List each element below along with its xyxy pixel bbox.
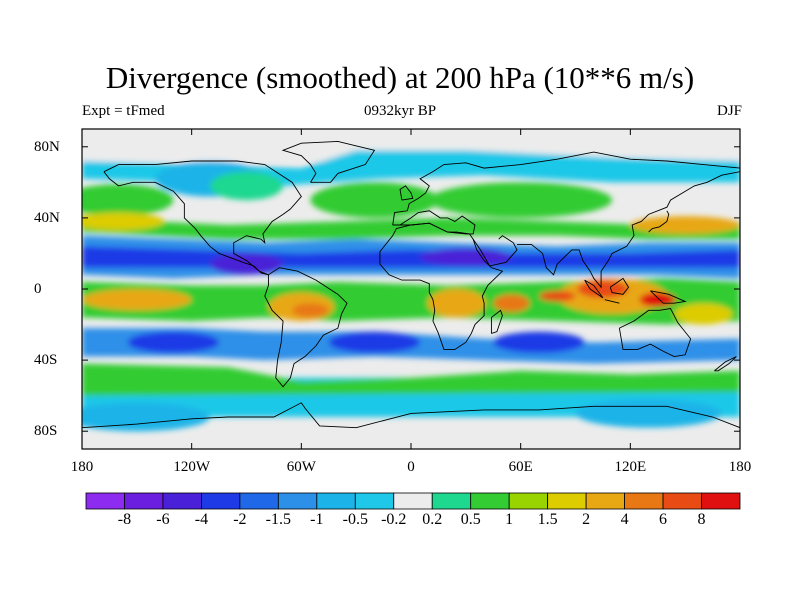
colorbar-swatch	[354, 492, 395, 510]
colorbar-label: 1.5	[537, 511, 558, 528]
experiment-label: Expt = tFmed	[82, 103, 165, 119]
north-pacific-yellow	[82, 212, 165, 231]
eurasia-north-coast	[392, 151, 740, 226]
amazon-core	[292, 303, 329, 318]
lon-label: 120W	[173, 459, 210, 475]
lon-label: 60W	[286, 459, 316, 475]
south-indian-deep-blue	[493, 331, 585, 354]
colorbar-label: -2	[233, 511, 247, 528]
borneo-coast	[609, 277, 630, 295]
java-coast	[604, 299, 620, 304]
south-america-coast	[264, 267, 348, 388]
colorbar-label: -0.5	[342, 511, 368, 528]
colorbar-label: 8	[697, 511, 706, 528]
colorbar-label: 0.5	[460, 511, 481, 528]
colorbar-label: 2	[582, 511, 591, 528]
north-america-coast	[103, 160, 302, 276]
new-guinea-coast	[650, 290, 687, 304]
south-pacific-deep-blue	[127, 331, 220, 354]
colorbar-label: -0.2	[381, 511, 407, 528]
eurasia-green	[429, 182, 613, 218]
lat-label: 80N	[34, 138, 60, 155]
north-jet-green	[82, 214, 740, 240]
north-atlantic-green	[310, 182, 439, 218]
colorbar-swatch	[624, 492, 664, 510]
colorbar-swatch	[316, 492, 356, 510]
japan-coast	[648, 210, 670, 233]
lon-label: 180	[728, 459, 752, 475]
plot-title: Divergence (smoothed) at 200 hPa (10**6 …	[105, 60, 695, 95]
colorbar-swatch	[508, 492, 549, 510]
coastlines	[82, 140, 740, 429]
colorbar-label: -1.5	[265, 511, 291, 528]
britain-coast	[399, 185, 414, 201]
south-atlantic-deep-blue	[328, 331, 421, 354]
colorbar-swatch	[431, 492, 472, 510]
central-america-purple	[209, 253, 284, 275]
season-label: DJF	[716, 103, 742, 119]
colorbar-label: 1	[505, 511, 514, 528]
colorbar-swatch	[585, 492, 625, 510]
greenland-coast	[281, 140, 376, 183]
colorbar-swatch	[701, 492, 741, 510]
colorbar-swatch	[662, 492, 702, 510]
antarctica-coast	[82, 402, 740, 429]
colorbar-label: 6	[659, 511, 668, 528]
colorbar-swatch	[201, 492, 241, 510]
field-layer	[82, 129, 740, 449]
colorbar-label: 4	[620, 511, 629, 528]
colorbar-swatch	[124, 492, 164, 510]
colorbar-swatch	[239, 492, 279, 510]
hudson-green	[209, 171, 284, 201]
africa-coast	[379, 222, 504, 350]
southern-green-belt	[82, 363, 740, 396]
indian-ocean-red	[538, 290, 576, 302]
colorbar-swatch	[547, 492, 587, 510]
south-pacific-blue	[82, 402, 210, 432]
lon-label: 60E	[508, 459, 533, 475]
indian-ocean-west	[493, 294, 530, 313]
lat-label: 0	[34, 281, 42, 297]
congo-orange	[427, 289, 486, 318]
arctic-gray	[82, 129, 740, 161]
colorbar-swatch	[277, 492, 318, 510]
west-pacific-orange	[630, 216, 740, 234]
sumatra-coast	[584, 279, 604, 299]
time-label: 0932kyr BP	[363, 103, 437, 119]
australia-coast	[618, 308, 692, 358]
south-asia-coast	[517, 171, 740, 289]
lon-label: 0	[407, 459, 415, 475]
colorbar-label: -8	[117, 511, 132, 528]
madagascar-coast	[490, 309, 503, 334]
colorbar-swatch	[162, 492, 202, 510]
sahara-purple	[420, 248, 512, 266]
north-pacific-green	[82, 184, 174, 217]
colorbar-label: -4	[194, 511, 209, 528]
colorbar-swatch	[393, 492, 433, 510]
arabia-coast	[472, 235, 518, 267]
lat-label: 40S	[34, 352, 58, 369]
lon-label: 120E	[614, 459, 647, 475]
colorbar-label: -6	[156, 511, 170, 528]
central-pacific-orange	[82, 289, 192, 311]
lat-label: 40N	[34, 209, 60, 226]
colorbar-swatch	[470, 492, 510, 510]
lon-label: 180	[70, 459, 94, 475]
lat-label: 80S	[34, 423, 58, 440]
colorbar-label: -1	[310, 511, 324, 528]
south-pacific-yellow	[674, 303, 733, 325]
colorbar-label: 0.2	[422, 511, 443, 528]
colorbar-swatch	[85, 492, 125, 510]
new-zealand-coast	[714, 356, 737, 372]
